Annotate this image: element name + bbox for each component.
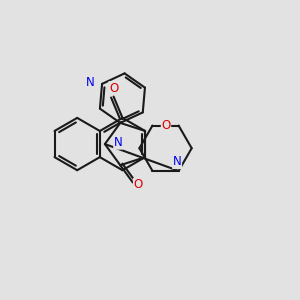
Text: O: O [161,119,171,132]
Text: N: N [173,155,182,169]
Text: N: N [114,136,122,149]
Text: O: O [134,178,143,191]
Text: N: N [86,76,94,89]
Text: O: O [109,82,118,95]
